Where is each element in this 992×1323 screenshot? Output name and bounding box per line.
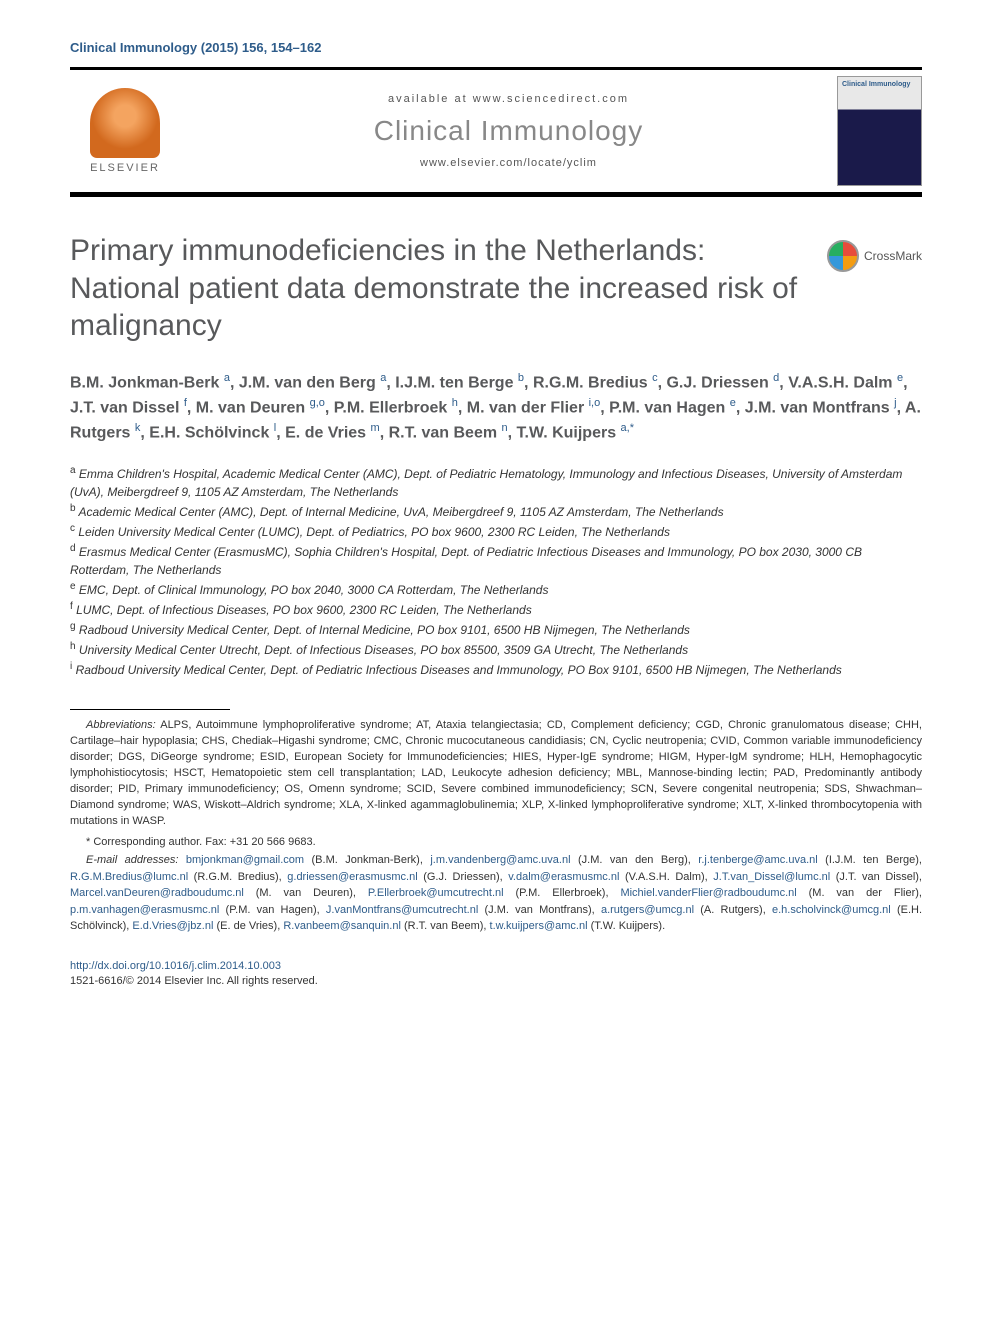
email-link[interactable]: R.vanbeem@sanquin.nl: [283, 920, 401, 932]
email-link[interactable]: t.w.kuijpers@amc.nl: [490, 920, 588, 932]
available-at-text: available at www.sciencedirect.com: [200, 93, 817, 105]
abbreviations-block: Abbreviations: ALPS, Autoimmune lymphopr…: [70, 718, 922, 830]
crossmark-icon: [827, 240, 859, 272]
email-link[interactable]: R.G.M.Bredius@lumc.nl: [70, 871, 188, 883]
email-link[interactable]: Michiel.vanderFlier@radboudumc.nl: [620, 887, 796, 899]
footnote-divider: [70, 709, 230, 710]
journal-cover-thumbnail[interactable]: Clinical Immunology: [837, 76, 922, 186]
email-link[interactable]: J.T.van_Dissel@lumc.nl: [713, 871, 830, 883]
cover-title: Clinical Immunology: [842, 81, 910, 88]
masthead: ELSEVIER available at www.sciencedirect.…: [70, 70, 922, 192]
elsevier-label: ELSEVIER: [90, 162, 160, 174]
doi-block: http://dx.doi.org/10.1016/j.clim.2014.10…: [70, 959, 922, 990]
email-link[interactable]: Marcel.vanDeuren@radboudumc.nl: [70, 887, 244, 899]
email-link[interactable]: r.j.tenberge@amc.uva.nl: [698, 854, 817, 866]
email-link[interactable]: J.vanMontfrans@umcutrecht.nl: [326, 904, 478, 916]
abbreviations-text: ALPS, Autoimmune lymphoproliferative syn…: [70, 719, 922, 827]
corresponding-author: * Corresponding author. Fax: +31 20 566 …: [70, 836, 922, 848]
copyright-text: 1521-6616/© 2014 Elsevier Inc. All right…: [70, 974, 922, 989]
email-link[interactable]: bmjonkman@gmail.com: [186, 854, 304, 866]
journal-url[interactable]: www.elsevier.com/locate/yclim: [200, 157, 817, 169]
masthead-center: available at www.sciencedirect.com Clini…: [180, 70, 837, 192]
doi-link[interactable]: http://dx.doi.org/10.1016/j.clim.2014.10…: [70, 959, 922, 974]
email-link[interactable]: E.d.Vries@jbz.nl: [132, 920, 213, 932]
email-link[interactable]: a.rutgers@umcg.nl: [601, 904, 694, 916]
journal-reference: Clinical Immunology (2015) 156, 154–162: [70, 40, 922, 55]
affiliations-list: a Emma Children's Hospital, Academic Med…: [70, 463, 922, 679]
article-title: Primary immunodeficiencies in the Nether…: [70, 232, 807, 345]
email-link[interactable]: P.Ellerbroek@umcutrecht.nl: [368, 887, 504, 899]
abbreviations-label: Abbreviations:: [86, 719, 156, 731]
email-link[interactable]: e.h.scholvinck@umcg.nl: [772, 904, 891, 916]
email-addresses: E-mail addresses: bmjonkman@gmail.com (B…: [70, 852, 922, 935]
elsevier-tree-icon: [90, 88, 160, 158]
journal-name: Clinical Immunology: [200, 115, 817, 147]
email-link[interactable]: j.m.vandenberg@amc.uva.nl: [430, 854, 570, 866]
crossmark-label: CrossMark: [864, 249, 922, 263]
email-link[interactable]: p.m.vanhagen@erasmusmc.nl: [70, 904, 219, 916]
email-link[interactable]: g.driessen@erasmusmc.nl: [287, 871, 417, 883]
elsevier-logo[interactable]: ELSEVIER: [70, 70, 180, 192]
masthead-divider: [70, 192, 922, 197]
email-link[interactable]: v.dalm@erasmusmc.nl: [508, 871, 619, 883]
crossmark-badge[interactable]: CrossMark: [827, 240, 922, 272]
authors-list: B.M. Jonkman-Berk a, J.M. van den Berg a…: [70, 370, 922, 446]
